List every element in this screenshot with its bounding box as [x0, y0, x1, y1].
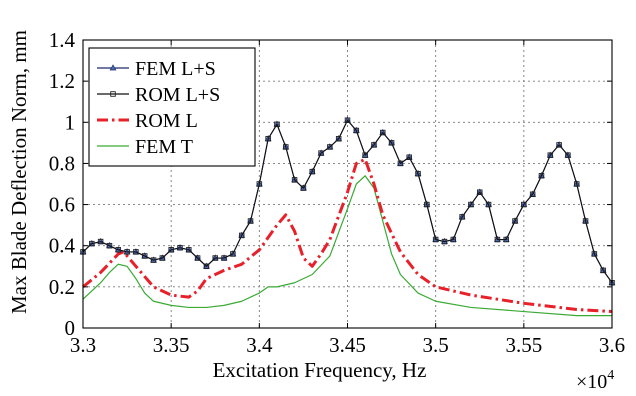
fem-t-line [82, 175, 612, 317]
rom-l-s-point [203, 263, 210, 270]
y-tick-label: 0.2 [49, 275, 75, 299]
x-tick-label: 3.3 [70, 333, 96, 357]
rom-l-s-point [344, 117, 351, 123]
y-axis-label: Max Blade Deflection Norm, mm [7, 30, 31, 314]
rom-l-s-point [159, 255, 166, 261]
x-axis-label: Excitation Frequency, Hz [213, 358, 427, 382]
rom-l-s-point [89, 240, 95, 247]
rom-l-s-point [529, 191, 536, 198]
x-axis-exponent-power: 4 [607, 368, 614, 383]
y-tick-label: 0.8 [49, 151, 75, 175]
rom-l-s-point [353, 127, 360, 134]
legend-label-rom-l: ROM L [135, 110, 198, 132]
x-tick-label: 3.55 [505, 333, 542, 357]
rom-l-s-point [556, 142, 562, 148]
rom-l-s-point [194, 255, 201, 261]
rom-l-s-point [485, 201, 492, 208]
rom-l-s-point [565, 152, 571, 158]
rom-l-s-point [600, 267, 606, 274]
rom-l-s-point [309, 168, 315, 175]
legend-label-fem-l-s: FEM L+S [135, 58, 216, 80]
rom-l-s-point [582, 218, 589, 224]
rom-l-s-point [150, 257, 157, 263]
legend-marker-rom-l-s [110, 91, 116, 97]
rom-l-s-point [141, 253, 148, 259]
rom-l-s-point [327, 144, 333, 150]
rom-l-s-point [450, 236, 457, 243]
rom-l-s-point [424, 201, 430, 208]
rom-l-s-point [371, 142, 377, 148]
y-tick-label: 1 [65, 110, 76, 134]
rom-l-s-point [521, 201, 527, 208]
y-tick-label: 0.4 [49, 234, 76, 258]
rom-l-s-point [547, 152, 554, 158]
rom-l-s-point [380, 129, 386, 136]
legend-label-rom-l-s: ROM L+S [135, 84, 220, 106]
y-tick-label: 0 [65, 316, 76, 340]
rom-l-s-point [238, 232, 245, 239]
rom-l-s-point [573, 181, 580, 187]
rom-l-s-point [247, 218, 254, 224]
tick-layer: 3.3 3.35 3.4 3.45 3.5 3.55 3.6 0 0.2 0.4 0.6 0.8 1 1.… [49, 28, 625, 357]
rom-l-s-point [362, 152, 368, 158]
rom-l-s-point [459, 214, 465, 220]
rom-l-s-point [168, 247, 174, 253]
series-rom-l [82, 157, 613, 314]
rom-l-s-point [512, 218, 518, 224]
rom-l-s-point [300, 185, 307, 191]
rom-l-s-point [503, 236, 509, 243]
rom-l-line [82, 157, 613, 314]
rom-l-s-point [397, 160, 404, 167]
legend: FEM L+S ROM L+S ROM L FEM T [88, 47, 256, 167]
rom-l-s-point [124, 249, 130, 255]
x-axis-exponent-base: ×10 [576, 371, 607, 393]
rom-l-s-point [186, 247, 192, 253]
rom-l-s-point [494, 236, 501, 243]
rom-l-s-point [441, 238, 448, 245]
rom-l-s-point [388, 140, 395, 146]
rom-l-s-point [477, 189, 483, 195]
x-tick-label: 3.5 [423, 333, 449, 357]
y-tick-label: 1.2 [49, 69, 75, 93]
rom-l-s-point [177, 245, 183, 251]
rom-l-s-point [265, 135, 271, 142]
rom-l-s-point [106, 242, 113, 249]
rom-l-s-point [432, 236, 439, 243]
rom-l-s-point [230, 251, 236, 257]
rom-l-s-point [274, 121, 280, 128]
x-tick-label: 3.6 [599, 333, 625, 357]
rom-l-s-point [221, 255, 227, 261]
rom-l-s-point [468, 201, 474, 208]
x-tick-label: 3.35 [153, 333, 190, 357]
rom-l-s-point [212, 255, 218, 261]
legend-marker-fem-l-s [109, 64, 117, 71]
rom-l-s-point [538, 173, 545, 179]
rom-l-s-point [318, 150, 324, 156]
rom-l-s-point [335, 135, 342, 142]
series-rom-l-s [80, 117, 615, 286]
rom-l-s-point [115, 247, 122, 253]
y-tick-label: 0.6 [49, 193, 75, 217]
rom-l-s-line [82, 119, 613, 284]
y-tick-label: 1.4 [49, 28, 76, 52]
rom-l-s-point [415, 170, 421, 177]
rom-l-s-point [133, 249, 139, 255]
rom-l-s-point [283, 144, 289, 150]
rom-l-s-point [406, 154, 412, 161]
rom-l-s-point [256, 181, 263, 187]
series-fem-t [82, 175, 612, 317]
rom-l-s-point [291, 177, 298, 183]
legend-label-fem-t: FEM T [135, 136, 193, 158]
series-layer [79, 116, 616, 317]
x-tick-label: 3.45 [329, 333, 366, 357]
rom-l-s-point [591, 251, 598, 257]
x-axis-exponent: ×104 [576, 368, 614, 393]
x-tick-label: 3.4 [246, 333, 273, 357]
rom-l-s-point [97, 238, 104, 245]
